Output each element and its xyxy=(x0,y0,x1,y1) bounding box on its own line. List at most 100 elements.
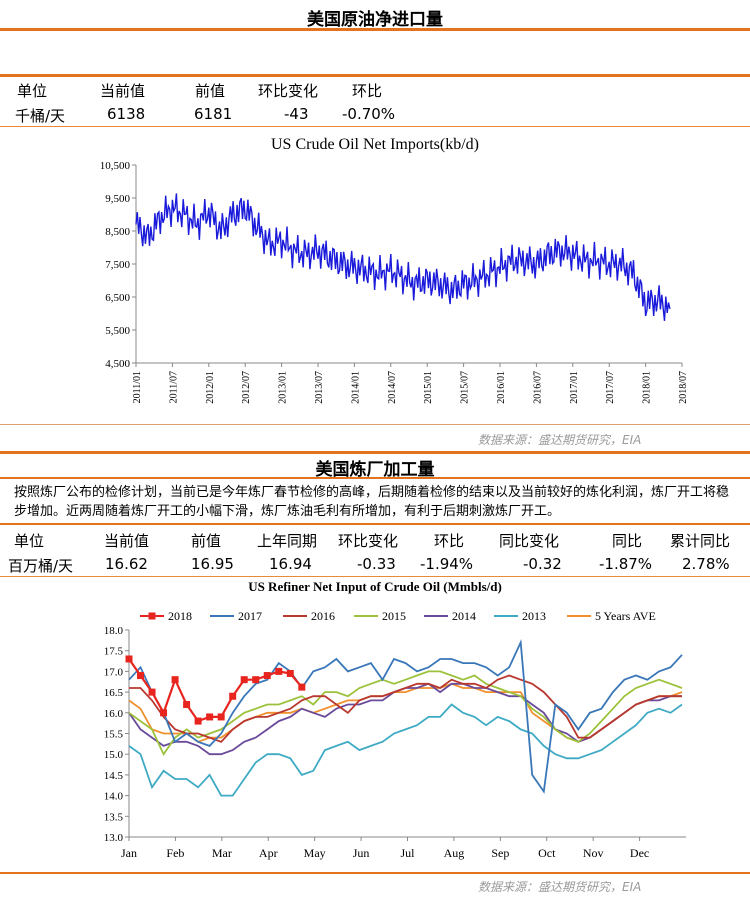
chart2-x-tick-label: Jun xyxy=(353,846,370,860)
chart2-x-tick-label: Sep xyxy=(491,846,509,860)
s2-value-current: 16.62 xyxy=(105,555,148,573)
chart2-2018-marker xyxy=(206,713,214,721)
chart1-x-tick-label: 2018/07 xyxy=(678,371,689,404)
chart1-x-tick-label: 2016/07 xyxy=(532,371,543,404)
s2-value-yoy-change: -0.32 xyxy=(523,555,562,573)
s1-value-previous: 6181 xyxy=(194,105,233,123)
chart2-2018-marker xyxy=(263,672,271,680)
section2-title-rule xyxy=(0,477,750,479)
chart2-series-line-2015 xyxy=(128,670,683,756)
chart2-svg: 2018 2017 2016 2015 2014 2013 5 Years AVE 18.0… xyxy=(104,609,686,860)
chart2-legend-marker xyxy=(148,612,156,620)
chart2-legend-label: 2014 xyxy=(452,609,476,623)
chart2-2018-marker xyxy=(171,676,179,684)
chart2-y-tick-label: 13.0 xyxy=(104,832,124,844)
s1-header-previous: 前值 xyxy=(195,82,226,100)
s1-value-unit: 千桶/天 xyxy=(15,107,66,125)
s2-header-yoy: 同比 xyxy=(612,532,643,550)
s2-header-current: 当前值 xyxy=(104,532,150,550)
chart2-2018-marker xyxy=(125,655,133,663)
chart2-y-tick-label: 17.5 xyxy=(104,646,124,658)
section2-source: 数据来源：盛达期货研究，EIA xyxy=(478,880,642,894)
chart2-x-tick-label: Mar xyxy=(212,846,232,860)
chart1-x-tick-label: 2014/07 xyxy=(387,371,398,404)
chart2-series-line-2018 xyxy=(128,658,303,723)
chart2-series-line-2017 xyxy=(128,638,683,794)
section2-table-rule xyxy=(0,576,750,577)
section2-bottom-rule xyxy=(0,872,750,874)
chart1-x-tick-label: 2017/07 xyxy=(605,371,616,404)
chart2-legend-label: 2016 xyxy=(311,609,335,623)
chart1-x-tick-label: 2013/07 xyxy=(314,371,325,404)
chart2-2018-marker xyxy=(229,692,237,700)
chart2-legend-label: 2013 xyxy=(522,609,546,623)
chart2-legend-label: 5 Years AVE xyxy=(595,609,656,623)
chart1-x-tick-label: 2014/01 xyxy=(350,371,361,404)
chart2-series-line-2016 xyxy=(129,674,682,743)
s2-header-yoy-change: 同比变化 xyxy=(499,532,560,550)
chart2-2018-marker xyxy=(183,701,191,709)
section1-source: 数据来源：盛达期货研究，EIA xyxy=(478,433,642,447)
chart2-2018-marker xyxy=(148,688,156,696)
s2-header-unit: 单位 xyxy=(14,532,45,550)
section2-paragraph: 按照炼厂公布的检修计划，当前已是今年炼厂春节检修的高峰，后期随着检修的结束以及当… xyxy=(14,485,730,519)
chart2-y-tick-label: 17.0 xyxy=(104,666,124,678)
chart2-2018-marker xyxy=(194,717,202,725)
s2-value-previous: 16.95 xyxy=(191,555,234,573)
chart2-2018-marker xyxy=(217,713,225,721)
chart2-series-line-2013 xyxy=(128,703,683,797)
chart1-y-tick-label: 4,500 xyxy=(105,358,130,370)
chart2-x-tick-label: Oct xyxy=(538,846,556,860)
s2-value-wow: -1.94% xyxy=(420,555,474,573)
chart1-y-tick-label: 5,500 xyxy=(105,325,130,337)
s1-value-current: 6138 xyxy=(107,105,146,123)
chart2-x-tick-label: Apr xyxy=(259,846,278,860)
chart1-series-line xyxy=(135,193,671,321)
chart2-x-tick-label: Feb xyxy=(166,846,184,860)
s2-header-last-year: 上年同期 xyxy=(257,532,318,550)
chart2-legend-label: 2017 xyxy=(238,609,262,623)
chart1-x-tick-label: 2013/01 xyxy=(278,371,289,404)
s1-header-unit: 单位 xyxy=(17,82,48,100)
chart2-y-tick-label: 15.5 xyxy=(104,729,124,741)
chart1-x-tick-label: 2012/07 xyxy=(241,371,252,404)
section2-title: 美国炼厂加工量 xyxy=(315,460,435,480)
chart2-x-tick-label: Aug xyxy=(444,846,465,860)
chart2-2018-marker xyxy=(240,676,248,684)
chart2-y-tick-label: 14.5 xyxy=(104,770,124,782)
chart2-2018-marker xyxy=(275,667,283,675)
chart2-title: US Refiner Net Input of Crude Oil (Mmbls… xyxy=(248,579,502,594)
s2-header-wow-change: 环比变化 xyxy=(338,532,399,550)
chart2-2018-marker xyxy=(160,709,168,717)
chart1-y-tick-label: 9,500 xyxy=(105,193,130,205)
chart2-y-tick-label: 16.0 xyxy=(104,708,124,720)
chart2-x-tick-label: Jul xyxy=(400,846,415,860)
section2-top-rule xyxy=(0,451,750,454)
chart2-y-tick-label: 14.0 xyxy=(104,791,124,803)
s1-header-wow-change: 环比变化 xyxy=(258,82,319,100)
chart1-x-tick-label: 2012/01 xyxy=(205,371,216,404)
section1-top-rule xyxy=(0,28,750,31)
chart1-y-tick-label: 7,500 xyxy=(105,259,130,271)
s2-header-previous: 前值 xyxy=(191,532,222,550)
s1-value-wow: -0.70% xyxy=(342,105,396,123)
chart1-x-tick-label: 2016/01 xyxy=(496,371,507,404)
chart1-y-tick-label: 6,500 xyxy=(105,292,130,304)
chart1-x-tick-label: 2018/01 xyxy=(642,371,653,404)
section1-bottom-rule xyxy=(0,424,750,425)
chart1-y-tick-label: 10,500 xyxy=(100,160,131,172)
section1-title: 美国原油净进口量 xyxy=(307,10,443,30)
section2-header-rule xyxy=(0,523,750,525)
chart1-svg: 10,500 9,500 8,500 7,500 6,500 5,500 4,500 201… xyxy=(100,160,689,404)
chart2-x-tick-label: Dec xyxy=(630,846,649,860)
section1-header-rule xyxy=(0,74,750,77)
chart1-x-tick-label: 2011/01 xyxy=(132,371,143,403)
chart2-y-tick-label: 16.5 xyxy=(104,687,124,699)
chart1-x-tick-label: 2017/01 xyxy=(569,371,580,404)
s2-header-ytd-yoy: 累计同比 xyxy=(670,532,731,550)
s2-value-unit: 百万桶/天 xyxy=(8,557,74,575)
chart1-title: US Crude Oil Net Imports(kb/d) xyxy=(271,136,479,153)
chart2-y-tick-label: 15.0 xyxy=(104,749,124,761)
s2-value-last-year: 16.94 xyxy=(269,555,312,573)
s2-header-wow: 环比 xyxy=(434,532,465,550)
